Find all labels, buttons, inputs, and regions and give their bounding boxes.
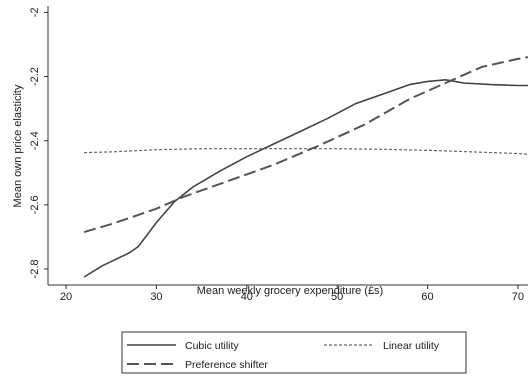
x-tick-label: 20 xyxy=(60,291,72,303)
legend-box xyxy=(121,331,467,374)
legend-label-linear-utility: Linear utility xyxy=(383,340,440,352)
axes: 20 30 40 50 60 70 -2.8 -2.6 -2.4 -2.2 -2 xyxy=(29,6,528,303)
x-tick-label: 30 xyxy=(150,291,162,303)
y-tick-label: -2.6 xyxy=(29,195,41,214)
legend-label-preference-shifter: Preference shifter xyxy=(185,359,268,371)
series-line-preference-shifter xyxy=(83,56,528,234)
y-tick-label: -2 xyxy=(29,8,41,18)
series-line-linear-utility xyxy=(84,148,528,155)
y-tick-label: -2.4 xyxy=(29,131,41,150)
legend: Cubic utility Linear utility Preference … xyxy=(121,331,467,374)
x-tick-label: 50 xyxy=(331,291,343,303)
series-lines xyxy=(83,56,528,278)
x-tick-label: 40 xyxy=(241,291,253,303)
x-axis-label: Mean weekly grocery expenditure (£s) xyxy=(197,285,383,297)
x-tick-label: 60 xyxy=(421,291,433,303)
series-line-cubic-utility xyxy=(83,79,528,278)
y-tick-label: -2.2 xyxy=(29,67,41,86)
legend-label-cubic-utility: Cubic utility xyxy=(185,340,239,352)
y-axis-label: Mean own price elasticity xyxy=(12,84,24,207)
y-tick-label: -2.8 xyxy=(29,259,41,278)
x-tick-label: 70 xyxy=(512,291,524,303)
